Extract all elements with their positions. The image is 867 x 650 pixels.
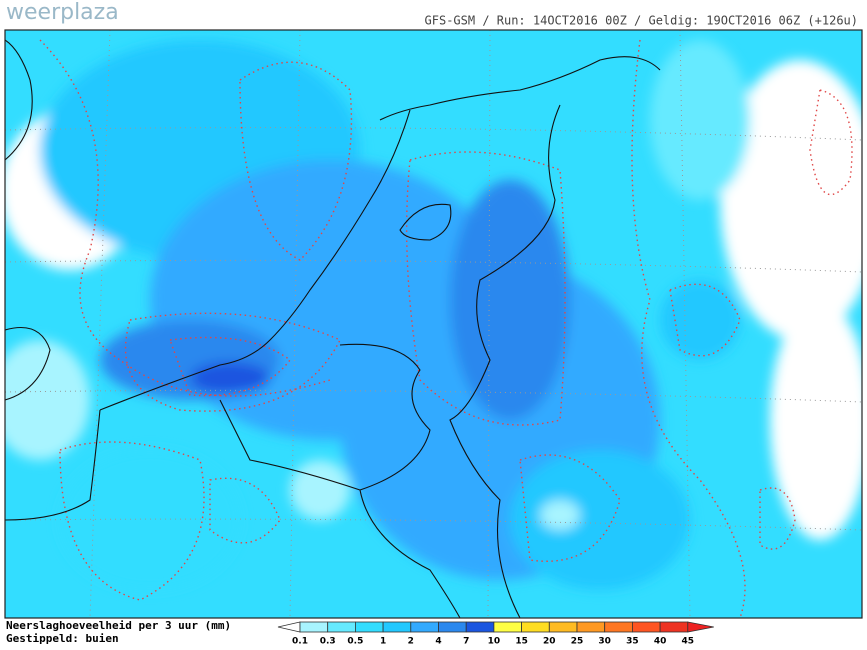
colorbar-segment <box>354 621 384 633</box>
colorbar-label: 10 <box>488 637 501 647</box>
colorbar-segment <box>659 621 689 633</box>
colorbar-label: 35 <box>626 637 639 647</box>
colorbar-segment <box>632 621 661 633</box>
colorbar-segment <box>410 621 439 633</box>
colorbar-segment <box>438 621 467 633</box>
colorbar-label: 40 <box>654 637 667 647</box>
header: GFS-GSM / Run: 14OCT2016 00Z / Geldig: 1… <box>425 14 858 28</box>
colorbar-segment <box>299 621 329 633</box>
borders <box>5 39 661 618</box>
colorbar-segment <box>576 621 606 633</box>
colorbar-segment <box>382 621 412 633</box>
legend-subtitle: Gestippeld: buien <box>6 632 119 645</box>
colorbar-label: 15 <box>515 637 528 647</box>
colorbar-label: 0.5 <box>347 637 363 647</box>
colorbar-segment <box>521 621 550 633</box>
colorbar-label: 20 <box>543 637 556 647</box>
colorbar-label: 30 <box>598 637 611 647</box>
colorbar-label: 2 <box>408 637 414 647</box>
colorbar-arrow-right <box>687 621 714 633</box>
contours <box>39 39 853 618</box>
colorbar-label: 1 <box>380 637 386 647</box>
colorbar-label: 0.1 <box>292 637 308 647</box>
legend-title: Neerslaghoeveelheid per 3 uur (mm) <box>6 619 231 632</box>
colorbar-segment <box>548 621 578 633</box>
colorbar-segment <box>465 621 495 633</box>
map-frame <box>4 29 863 619</box>
colorbar-label: 7 <box>463 637 469 647</box>
colorbar-segment <box>604 621 633 633</box>
logo: weerplaza <box>6 0 119 25</box>
colorbar-label: 4 <box>435 637 441 647</box>
colorbar-label: 45 <box>682 637 695 647</box>
colorbar-arrow-left <box>277 621 301 633</box>
colorbar-label: 25 <box>571 637 584 647</box>
colorbar-label: 0.3 <box>320 637 336 647</box>
colorbar-segment <box>493 621 522 633</box>
map <box>5 30 862 618</box>
colorbar: 0.1 0.3 0.5 1 2 4 7 10 15 20 25 30 35 40 45 <box>277 621 714 647</box>
colorbar-segment <box>327 621 356 633</box>
